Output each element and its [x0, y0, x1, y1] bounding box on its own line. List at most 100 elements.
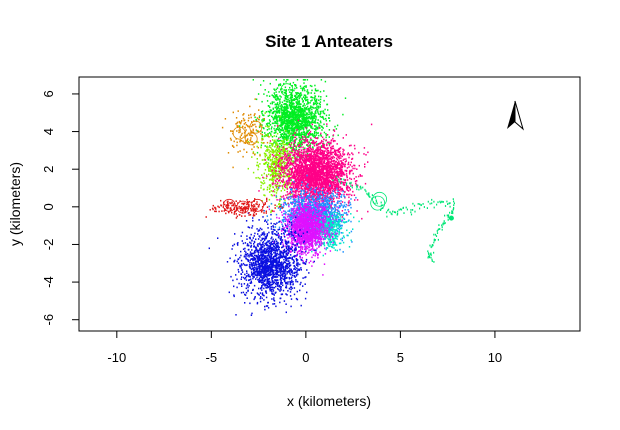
data-point	[314, 177, 316, 179]
data-point	[310, 125, 312, 127]
data-point	[279, 162, 281, 164]
data-point	[265, 177, 268, 180]
data-point	[260, 184, 262, 187]
data-point	[336, 182, 338, 184]
data-point	[286, 79, 288, 81]
data-point	[286, 118, 288, 121]
data-point	[315, 154, 318, 157]
data-point	[307, 119, 310, 122]
data-point	[330, 168, 333, 171]
data-point	[320, 135, 322, 137]
data-point	[335, 185, 338, 187]
data-point	[294, 171, 296, 174]
data-point	[283, 115, 286, 118]
data-point	[262, 188, 265, 191]
data-point	[300, 181, 302, 183]
data-point	[329, 189, 331, 192]
data-point	[309, 113, 311, 116]
data-point	[283, 154, 286, 156]
data-point	[306, 117, 309, 120]
data-point	[315, 137, 317, 139]
data-point	[295, 95, 297, 98]
data-point	[308, 185, 311, 187]
data-point	[302, 154, 304, 157]
data-point	[320, 112, 322, 115]
data-point	[323, 90, 325, 92]
data-point	[318, 113, 320, 115]
data-point	[285, 155, 288, 158]
data-point	[289, 147, 292, 149]
data-point	[260, 146, 262, 149]
data-point	[297, 124, 299, 126]
data-point	[301, 115, 304, 118]
data-point	[263, 119, 265, 121]
data-point	[327, 167, 329, 169]
data-point	[359, 175, 362, 177]
data-point	[319, 181, 321, 184]
data-point	[279, 199, 281, 201]
data-point	[267, 91, 270, 93]
data-point	[305, 170, 308, 173]
data-point	[290, 159, 293, 162]
data-point	[319, 162, 321, 165]
data-point	[306, 151, 308, 153]
data-point	[252, 123, 254, 126]
data-point	[296, 149, 298, 152]
data-point	[340, 165, 342, 168]
data-point	[346, 167, 349, 169]
data-point	[268, 169, 270, 171]
data-point	[306, 192, 308, 195]
data-point	[336, 155, 338, 157]
data-point	[284, 86, 287, 89]
data-point	[271, 148, 273, 151]
data-point	[337, 151, 339, 153]
data-point	[300, 87, 302, 89]
data-point	[321, 171, 323, 174]
data-point	[295, 97, 298, 99]
data-point	[314, 186, 317, 189]
data-point	[269, 124, 271, 126]
data-point	[295, 92, 297, 94]
data-point	[292, 102, 294, 104]
data-point	[294, 167, 296, 170]
data-point	[278, 175, 280, 178]
data-point	[292, 165, 295, 167]
data-point	[295, 114, 298, 117]
data-point	[312, 135, 315, 137]
data-point	[296, 124, 298, 127]
data-point	[293, 99, 296, 101]
data-point	[275, 192, 278, 194]
data-point	[317, 165, 320, 167]
data-point	[302, 141, 304, 144]
data-point	[283, 106, 285, 109]
data-point	[298, 170, 301, 173]
data-point	[330, 156, 332, 158]
data-point	[314, 178, 317, 181]
data-point	[329, 146, 332, 149]
data-point	[311, 166, 313, 169]
data-point	[309, 171, 311, 173]
data-point	[270, 190, 272, 192]
data-point	[250, 134, 253, 137]
data-point	[274, 116, 276, 118]
data-point	[299, 134, 301, 137]
data-point	[295, 102, 298, 104]
data-point	[305, 166, 307, 169]
data-point	[348, 171, 351, 173]
data-point	[282, 143, 284, 145]
data-point	[323, 167, 325, 169]
data-point	[280, 143, 282, 145]
data-point	[340, 155, 342, 157]
data-point	[284, 152, 287, 155]
data-point	[275, 115, 278, 118]
data-point	[332, 182, 335, 185]
data-point	[329, 190, 332, 193]
data-point	[344, 191, 346, 193]
data-point	[275, 170, 277, 172]
data-point	[303, 121, 305, 123]
data-point	[292, 99, 294, 102]
data-point	[268, 114, 271, 117]
data-point	[277, 97, 279, 100]
data-point	[297, 178, 299, 181]
data-point	[283, 152, 285, 155]
